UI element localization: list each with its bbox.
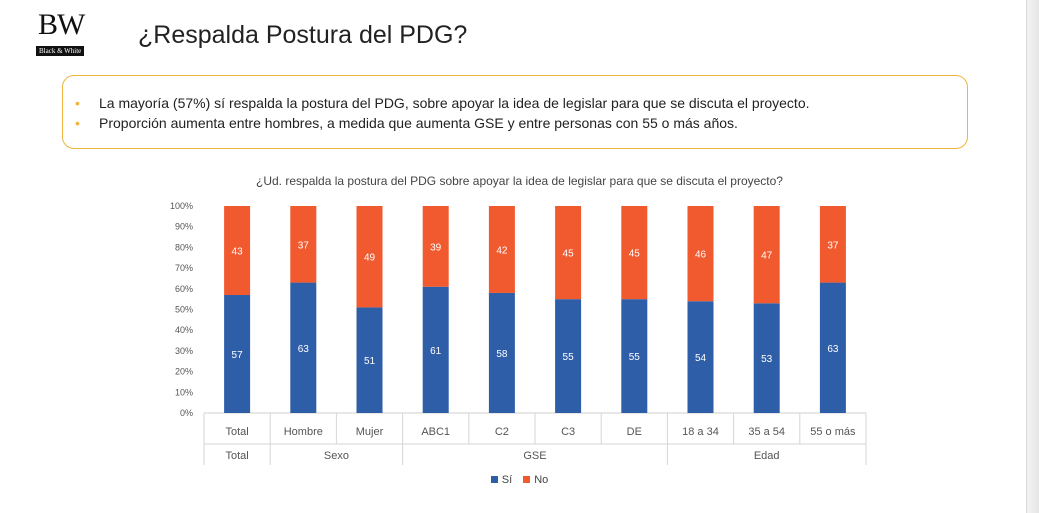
y-tick-label: 100% (170, 201, 193, 211)
data-label-no: 45 (629, 249, 641, 260)
category-label: 55 o más (810, 426, 856, 438)
bar-no (488, 206, 515, 293)
summary-box: • La mayoría (57%) sí respalda la postura… (62, 75, 968, 149)
bar-si (224, 295, 251, 413)
bar-si (687, 301, 714, 413)
legend-label-no: No (534, 474, 549, 486)
legend-swatch-no (523, 476, 531, 483)
summary-text: La mayoría (57%) sí respalda la postura … (99, 95, 810, 111)
data-label-no: 46 (695, 250, 707, 261)
bullet-icon: • (75, 115, 80, 131)
category-label: 18 a 34 (682, 426, 719, 438)
logo-mark: BW (38, 8, 85, 41)
brand-logo: BW Black & White (36, 8, 104, 56)
category-label: ABC1 (421, 426, 450, 438)
y-tick-label: 90% (175, 222, 193, 232)
bar-si (753, 303, 780, 413)
group-label: Total (225, 450, 248, 462)
bar-no (356, 206, 383, 308)
data-label-si: 58 (496, 349, 508, 360)
bar-no (687, 206, 714, 302)
bar-si (290, 282, 317, 413)
data-label-si: 63 (298, 344, 310, 355)
bar-no (224, 206, 251, 296)
page-title: ¿Respalda Postura del PDG? (138, 21, 468, 49)
legend-swatch-si (490, 476, 498, 483)
y-tick-label: 30% (175, 346, 193, 356)
bar-si (488, 292, 515, 413)
category-label: C2 (495, 426, 509, 438)
category-label: C3 (561, 426, 575, 438)
category-label: Total (225, 426, 248, 438)
data-label-si: 53 (761, 354, 773, 365)
y-tick-label: 0% (180, 408, 193, 418)
summary-item: • La mayoría (57%) sí respalda la postura… (73, 93, 967, 113)
legend-item-si: Sí (490, 474, 513, 486)
bar-no (555, 206, 582, 300)
y-tick-label: 40% (175, 325, 193, 335)
logo-subtitle: Black & White (36, 46, 85, 56)
data-label-no: 43 (232, 247, 244, 258)
y-tick-label: 70% (175, 263, 193, 273)
legend-item-no: No (523, 474, 548, 486)
summary-text: Proporción aumenta entre hombres, a medi… (99, 115, 738, 131)
category-label: DE (627, 426, 642, 438)
data-label-si: 55 (629, 352, 641, 363)
group-label: GSE (523, 450, 546, 462)
chart-legend: Sí No (0, 474, 1039, 486)
category-label: Hombre (284, 426, 323, 438)
summary-item: • Proporción aumenta entre hombres, a med… (73, 113, 967, 133)
data-label-si: 57 (232, 350, 244, 361)
y-tick-label: 20% (175, 367, 193, 377)
bar-si (621, 299, 648, 413)
y-tick-label: 50% (175, 305, 193, 315)
bar-no (819, 206, 846, 283)
data-label-si: 55 (563, 352, 575, 363)
bar-no (422, 206, 449, 287)
y-tick-label: 80% (175, 242, 193, 252)
y-tick-label: 10% (175, 387, 193, 397)
summary-list: • La mayoría (57%) sí respalda la postura… (73, 93, 967, 133)
bar-si (819, 282, 846, 413)
chart-title: ¿Ud. respalda la postura del PDG sobre a… (256, 174, 783, 188)
data-label-no: 37 (827, 240, 839, 251)
data-label-no: 37 (298, 240, 310, 251)
data-label-si: 61 (430, 346, 442, 357)
category-label: 35 a 54 (748, 426, 785, 438)
window-edge (1026, 0, 1039, 513)
data-label-no: 47 (761, 251, 773, 262)
data-label-si: 51 (364, 356, 376, 367)
y-tick-label: 60% (175, 284, 193, 294)
group-label: Edad (754, 450, 780, 462)
legend-label-si: Sí (501, 474, 513, 486)
bar-si (422, 286, 449, 413)
category-label: Mujer (356, 426, 384, 438)
bar-no (621, 206, 648, 300)
data-label-no: 45 (563, 249, 575, 260)
bar-no (753, 206, 780, 304)
bar-no (290, 206, 317, 283)
bar-si (555, 299, 582, 413)
data-label-si: 63 (827, 344, 839, 355)
data-label-no: 49 (364, 253, 376, 264)
bullet-icon: • (75, 95, 80, 111)
bar-si (356, 307, 383, 413)
data-label-no: 42 (496, 245, 508, 256)
data-label-no: 39 (430, 242, 442, 253)
group-label: Sexo (324, 450, 349, 462)
data-label-si: 54 (695, 353, 707, 364)
